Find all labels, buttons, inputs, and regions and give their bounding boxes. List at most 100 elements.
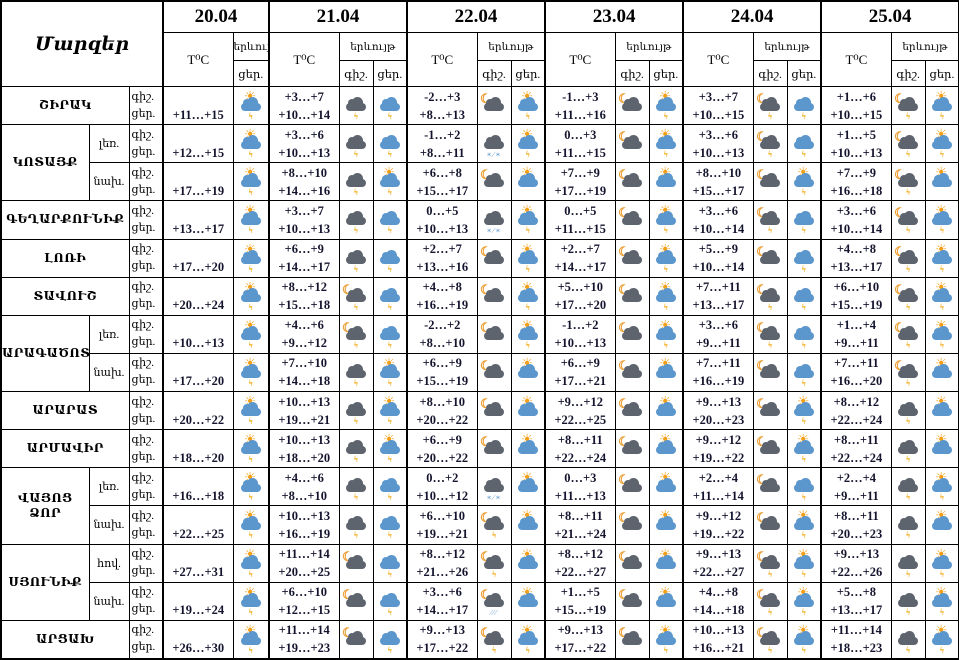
day-temp: +11…+15 [554, 221, 606, 236]
day-temp: +16…+18 [172, 488, 225, 503]
day-icon-cell: ☀ [510, 390, 546, 431]
temp-cell: +7…+11 +13…+17 [682, 276, 754, 316]
sleet-icon: ∗∕∗ [486, 493, 502, 503]
lightning-icon: ϟ [248, 568, 253, 579]
temp-cell: +9…+13 +22…+26 [820, 543, 892, 583]
day-subheader: ցեր. [232, 60, 270, 87]
temp-cell: +4…+8 +14…+18 [682, 581, 754, 621]
sun-storm-icon: ☀ϟ [651, 319, 681, 349]
sun-storm-icon: ☀ϟ [789, 434, 819, 464]
blue-cloud-icon [517, 97, 538, 112]
night-icon-cell: ☾ [752, 352, 788, 393]
day-temp: +10…+14 [692, 260, 745, 275]
blue-storm-icon: ϟ [789, 206, 819, 235]
night-icon-cell: ☾ [752, 467, 788, 507]
day-icon-cell: ϟ [372, 619, 408, 660]
temp-cell: +3…+6 +10…+14 [682, 200, 754, 240]
lightning-icon: ϟ [768, 606, 773, 617]
day-icon-cell: ☀ϟ [232, 505, 270, 545]
temp-cell: +8…+10 +20…+22 [406, 390, 478, 431]
moon-dark-storm-icon: ☾ ϟ [893, 359, 923, 387]
night-icon-cell: ϟ [890, 543, 926, 583]
blue-cloud-icon [517, 249, 538, 264]
blue-cloud-icon [240, 554, 261, 569]
night-icon-cell: ϟ [890, 390, 926, 431]
sun-cloud-icon: ☀ [513, 167, 543, 195]
night-icon-cell: ϟ [338, 85, 374, 126]
day-icon-cell: ☀ [648, 467, 684, 507]
temp-cell: +8…+12 +21…+26 [406, 543, 478, 583]
dark-storm-icon: ϟ [341, 206, 371, 235]
moon-icon: ☾ [342, 624, 354, 640]
lightning-icon: ϟ [663, 149, 668, 160]
lightning-icon: ϟ [906, 492, 911, 503]
moon-icon: ☾ [894, 243, 906, 259]
temp-cell: +13…+17 [162, 200, 234, 240]
blue-cloud-icon [931, 97, 952, 112]
moon-dark-icon: ☾ [755, 435, 785, 462]
moon-dark-storm-icon: ☾ ϟ [755, 206, 785, 235]
night-temp: +8…+12 [281, 280, 328, 295]
lightning-icon: ϟ [663, 111, 668, 122]
day-temp: +8…+10 [419, 336, 466, 351]
day-temp: +15…+19 [554, 603, 607, 618]
blue-storm-icon: ϟ [789, 130, 819, 159]
day-temp: +10…+13 [692, 145, 745, 160]
lightning-icon: ϟ [939, 568, 944, 579]
sun-storm-icon: ☀ϟ [236, 281, 266, 311]
moon-icon: ☾ [480, 167, 492, 183]
moon-dark-storm-icon: ☾ ϟ [479, 511, 509, 540]
moon-icon: ☾ [618, 434, 630, 450]
lightning-icon: ϟ [663, 263, 668, 274]
temp-cell: +12…+15 [162, 124, 234, 164]
sun-storm-icon: ☀ϟ [236, 434, 266, 464]
lightning-icon: ϟ [248, 225, 253, 236]
night-label: գիշ. [131, 548, 154, 561]
temp-cell: +8…+11 +20…+23 [820, 505, 892, 545]
date-header: 23.04 [544, 0, 684, 33]
blue-cloud-icon [379, 554, 400, 569]
dark-cloud-icon [898, 325, 919, 340]
moon-icon: ☾ [894, 205, 906, 221]
day-icon-cell: ☀ [648, 581, 684, 621]
sun-storm-icon: ☀ϟ [375, 434, 405, 464]
night-temp: -1…+3 [562, 89, 599, 104]
day-temp: +15…+19 [416, 374, 469, 389]
day-icon-cell: ϟ [372, 543, 408, 583]
sun-cloud-icon: ☀ [651, 434, 681, 462]
day-temp: +15…+19 [830, 298, 883, 313]
temp-column-header: T⁰C [682, 32, 754, 87]
blue-cloud-icon [655, 325, 676, 340]
day-icon-cell: ☀ϟ [648, 619, 684, 660]
night-temp: +3…+6 [284, 127, 324, 142]
lightning-icon: ϟ [906, 568, 911, 579]
dark-storm-icon: ϟ [893, 626, 923, 654]
sun-cloud-icon: ☀ [651, 357, 681, 386]
temp-cell: +9…+12 +19…+22 [682, 505, 754, 545]
day-temp: +8…+13 [419, 107, 466, 122]
moon-dark-icon: ☾ [617, 245, 647, 272]
day-temp: +10…+13 [278, 145, 331, 160]
blue-cloud-icon [240, 630, 261, 645]
night-icon-cell: ☾ ϟ [476, 505, 512, 545]
blue-storm-icon: ϟ [375, 588, 405, 616]
moon-dark-icon: ☾ [617, 511, 647, 538]
night-temp: +8…+10 [419, 394, 466, 409]
moon-dark-icon: ☾ [755, 359, 785, 386]
blue-cloud-icon [655, 173, 676, 188]
lightning-icon: ϟ [248, 149, 253, 160]
moon-dark-icon: ☾ [479, 92, 509, 119]
day-temp: +18…+23 [830, 641, 883, 656]
moon-icon: ☾ [480, 91, 492, 107]
moon-dark-storm-icon: ☾ ϟ [893, 92, 923, 121]
day-icon-cell: ☀ϟ [232, 467, 270, 507]
night-temp: +6…+10 [419, 508, 466, 523]
blue-cloud-icon [655, 630, 676, 645]
lightning-icon: ϟ [387, 644, 392, 655]
night-icon-cell: ϟ [890, 619, 926, 660]
day-icon-cell: ☀ϟ [232, 352, 270, 393]
moon-dark-icon: ☾ [479, 168, 509, 195]
temp-cell: +6…+10 +15…+19 [820, 276, 892, 316]
blue-cloud-icon [517, 402, 538, 417]
